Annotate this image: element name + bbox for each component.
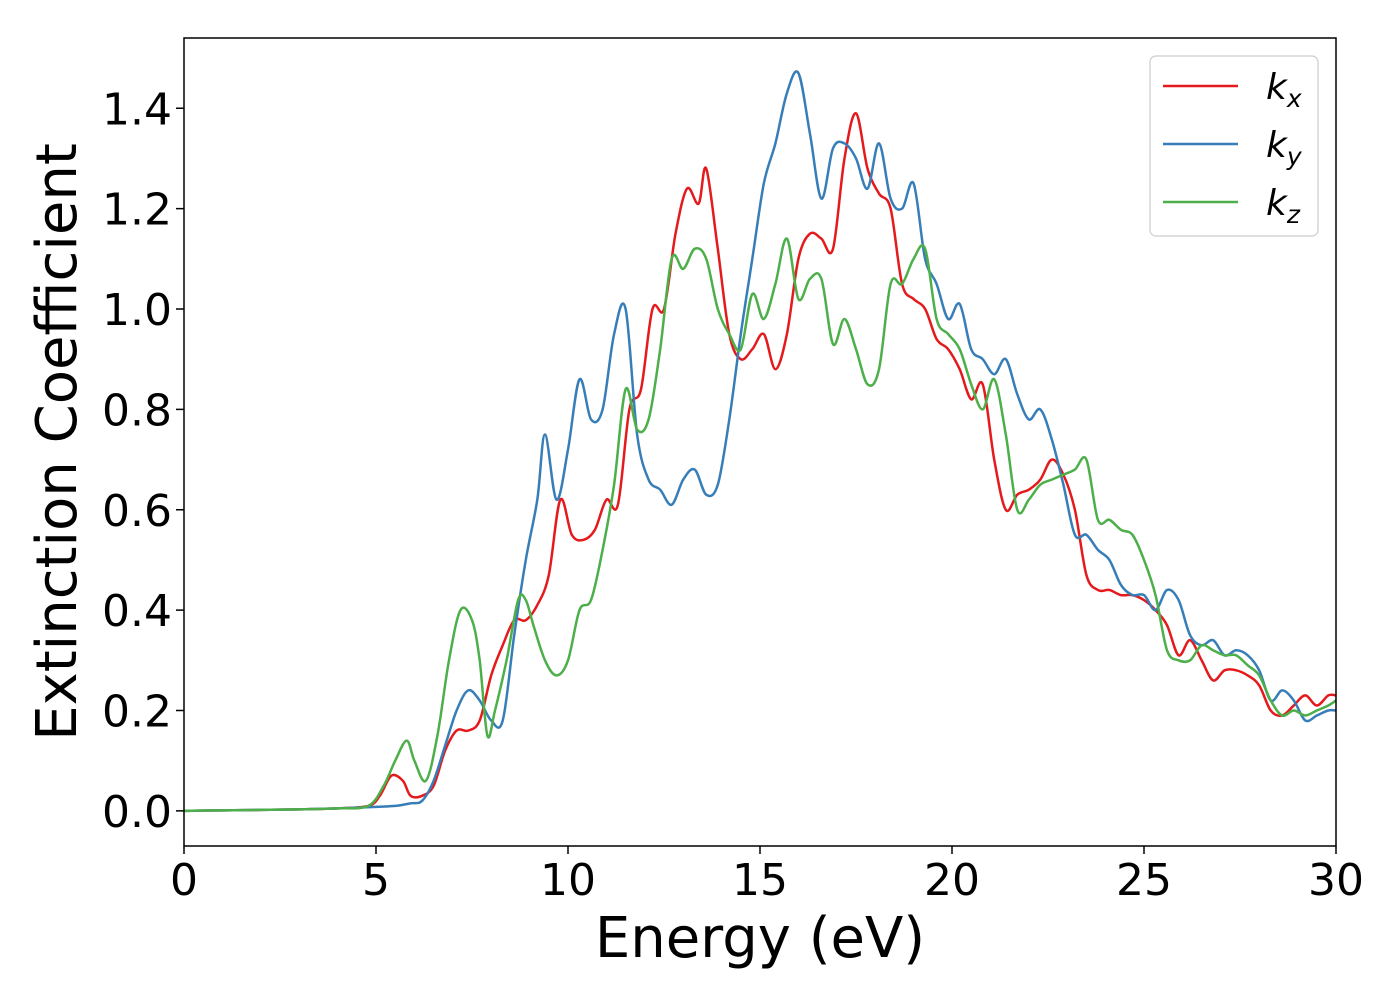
x-tick-label: 15 [732, 855, 788, 906]
y-tick-label: 1.2 [102, 185, 172, 236]
legend-label-base: k [1266, 125, 1289, 166]
x-tick-label: 5 [362, 855, 390, 906]
series-line-ky [184, 70, 1336, 813]
x-axis-ticks: 0 5 10 15 20 25 30 [170, 846, 1364, 906]
y-tick-label: 1.0 [102, 285, 172, 336]
y-axis-ticks: 0.0 0.2 0.4 0.6 0.8 1.0 1.2 1.4 [102, 84, 184, 838]
legend-label-subscript: y [1286, 142, 1303, 171]
y-tick-label: 0.6 [102, 486, 172, 537]
y-tick-label: 0.0 [102, 787, 172, 838]
legend-label-kz: kz [1266, 183, 1301, 229]
y-axis-label: Extinction Coefficient [25, 143, 90, 741]
x-tick-label: 25 [1116, 855, 1172, 906]
y-tick-label: 0.2 [102, 686, 172, 737]
legend-label-base: k [1266, 67, 1289, 108]
legend-label-kx: kx [1266, 67, 1302, 113]
x-axis-label: Energy (eV) [595, 906, 925, 971]
y-tick-label: 0.8 [102, 385, 172, 436]
y-tick-label: 1.4 [102, 84, 172, 135]
x-tick-label: 30 [1308, 855, 1364, 906]
series-layer [184, 70, 1336, 813]
legend-label-subscript: z [1286, 200, 1301, 229]
legend-box [1149, 55, 1319, 237]
series-line-kz [184, 237, 1336, 813]
series-line-kx [184, 112, 1336, 813]
legend-label-ky: ky [1266, 125, 1303, 171]
legend-label-subscript: x [1286, 84, 1302, 113]
y-tick-label: 0.4 [102, 586, 172, 637]
x-tick-label: 0 [170, 855, 198, 906]
x-tick-label: 10 [540, 855, 596, 906]
x-tick-label: 20 [924, 855, 980, 906]
legend-label-base: k [1266, 183, 1289, 224]
